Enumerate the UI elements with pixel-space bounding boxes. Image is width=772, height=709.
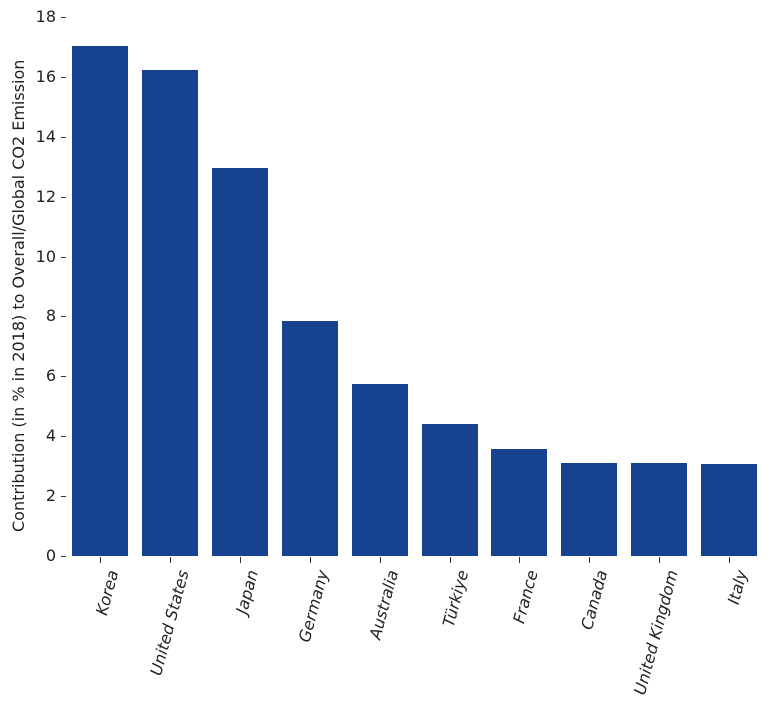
bar-japan (211, 167, 268, 556)
x-tick-label: United Kingdom (630, 568, 682, 697)
x-tick (309, 557, 311, 563)
bar-united-kingdom (631, 462, 688, 556)
x-tick-label: Türkiye (438, 568, 472, 629)
x-tick (729, 557, 731, 563)
bar-italy (701, 464, 758, 556)
y-tick (61, 376, 66, 378)
bar-australia (351, 384, 408, 556)
x-tick (589, 557, 591, 563)
x-tick-label: Australia (365, 568, 402, 642)
y-tick (61, 136, 66, 138)
bar-germany (281, 320, 338, 556)
bar-france (491, 449, 548, 556)
x-tick (449, 557, 451, 563)
bar-korea (72, 46, 128, 556)
y-tick-label: 14 (35, 126, 56, 146)
y-tick-label: 4 (45, 426, 56, 446)
x-tick (100, 557, 101, 563)
y-tick-label: 12 (35, 186, 56, 206)
y-tick (61, 196, 66, 198)
x-tick-label: France (509, 568, 543, 626)
bar-canada (561, 462, 618, 556)
x-tick (239, 557, 241, 563)
x-tick-label: Japan (231, 568, 262, 617)
x-tick (519, 557, 521, 563)
y-tick (61, 556, 66, 557)
x-tick-label: United States (146, 568, 193, 678)
bar-türkiye (421, 423, 478, 556)
x-tick-label: Korea (92, 568, 123, 618)
y-tick-label: 8 (45, 306, 56, 326)
y-tick (61, 316, 66, 318)
bar-united-states (141, 70, 198, 556)
y-tick-label: 2 (45, 486, 56, 506)
y-tick (61, 436, 66, 438)
y-tick-label: 0 (45, 546, 56, 565)
y-tick-label: 6 (45, 366, 56, 386)
y-tick-label: 10 (35, 246, 56, 266)
x-tick (659, 557, 661, 563)
x-tick (379, 557, 381, 563)
x-tick-label: Italy (723, 568, 752, 607)
y-axis-label: Contribution (in % in 2018) to Overall/G… (9, 59, 28, 532)
y-tick (61, 17, 66, 18)
y-tick (61, 496, 66, 498)
y-tick (61, 256, 66, 258)
x-tick-label: Germany (294, 568, 332, 645)
y-tick-label: 16 (35, 66, 56, 86)
y-tick-label: 18 (35, 7, 56, 26)
x-tick-label: Canada (577, 568, 612, 632)
x-tick (169, 557, 171, 563)
y-tick (61, 76, 66, 78)
